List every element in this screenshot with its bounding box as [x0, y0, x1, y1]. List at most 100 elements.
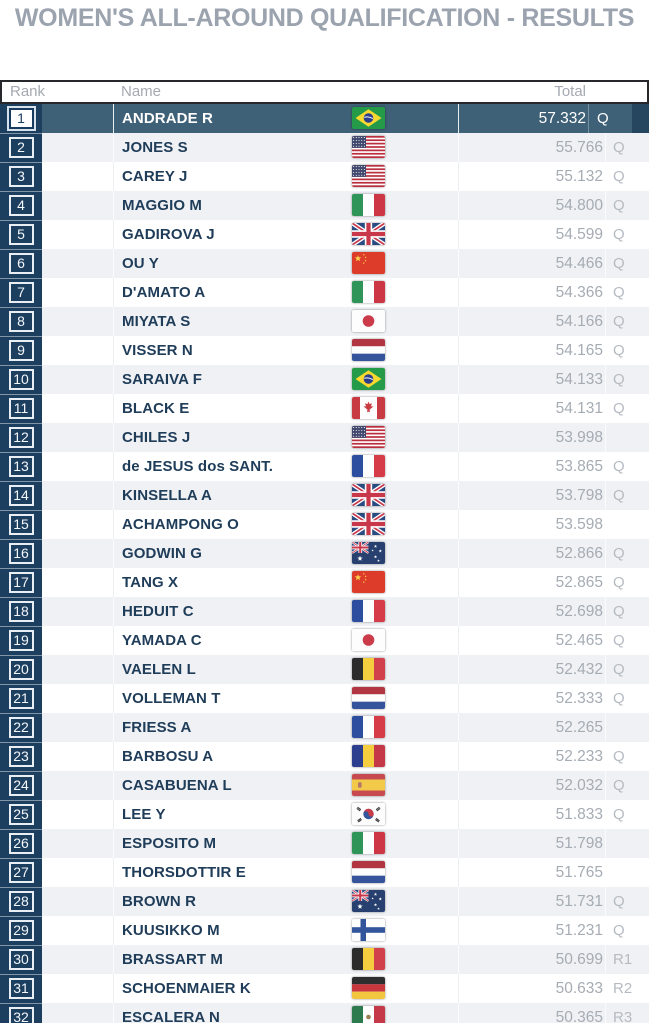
name-cell: KUUSIKKO M	[113, 916, 459, 945]
table-row-rank-18[interactable]: 18 HEDUIT C 52.698 Q	[0, 597, 649, 626]
name-cell: BLACK E	[113, 394, 459, 423]
table-row-rank-17[interactable]: 17 TANG X 52.865 Q	[0, 568, 649, 597]
total-cell: 55.132	[458, 162, 605, 191]
qualification-cell: Q	[605, 684, 649, 713]
total-score: 51.833	[555, 806, 603, 823]
name-cell: MAGGIO M	[113, 191, 459, 220]
table-row-rank-29[interactable]: 29 KUUSIKKO M 51.231 Q	[0, 916, 649, 945]
qualification-cell	[605, 510, 649, 539]
table-row-rank-22[interactable]: 22 FRIESS A 52.265	[0, 713, 649, 742]
rank-cell: 4	[0, 191, 42, 220]
total-cell: 57.332	[458, 104, 588, 133]
table-row-rank-19[interactable]: 19 YAMADA C 52.465 Q	[0, 626, 649, 655]
athlete-name: BLACK E	[122, 400, 190, 417]
table-row-rank-30[interactable]: 30 BRASSART M 50.699 R1	[0, 945, 649, 974]
name-cell: ANDRADE R	[113, 104, 459, 133]
total-cell: 53.998	[458, 423, 605, 452]
total-cell: 54.599	[458, 220, 605, 249]
total-cell: 51.231	[458, 916, 605, 945]
table-row-rank-5[interactable]: 5 GADIROVA J 54.599 Q	[0, 220, 649, 249]
total-score: 54.366	[555, 284, 603, 301]
table-row-rank-15[interactable]: 15 ACHAMPONG O 53.598	[0, 510, 649, 539]
athlete-name: JONES S	[122, 139, 188, 156]
name-cell: MIYATA S	[113, 307, 459, 336]
flag-icon-ned	[352, 687, 385, 709]
flag-icon-esp	[352, 774, 385, 796]
qualification-cell: Q	[605, 162, 649, 191]
table-row-rank-12[interactable]: 12 CHILES J 53.998	[0, 423, 649, 452]
total-score: 54.599	[555, 226, 603, 243]
athlete-name: CAREY J	[122, 168, 188, 185]
table-row-rank-32[interactable]: 32 ESCALERA N 50.365 R3	[0, 1003, 649, 1023]
rank-cell: 31	[0, 974, 42, 1003]
name-cell: CAREY J	[113, 162, 459, 191]
table-row-rank-10[interactable]: 10 SARAIVA F 54.133 Q	[0, 365, 649, 394]
rank-badge: 13	[8, 456, 34, 477]
qualification-cell: Q	[605, 771, 649, 800]
total-score: 52.865	[555, 574, 603, 591]
table-row-rank-24[interactable]: 24 CASABUENA L 52.032 Q	[0, 771, 649, 800]
table-row-rank-7[interactable]: 7 D'AMATO A 54.366 Q	[0, 278, 649, 307]
name-cell: GODWIN G	[113, 539, 459, 568]
table-row-rank-21[interactable]: 21 VOLLEMAN T 52.333 Q	[0, 684, 649, 713]
qualification-badge: Q	[613, 777, 625, 794]
athlete-name: D'AMATO A	[122, 284, 206, 301]
table-row-rank-8[interactable]: 8 MIYATA S 54.166 Q	[0, 307, 649, 336]
table-row-rank-9[interactable]: 9 VISSER N 54.165 Q	[0, 336, 649, 365]
total-cell: 55.766	[458, 133, 605, 162]
rank-badge: 1	[6, 106, 36, 131]
athlete-name: VAELEN L	[122, 661, 196, 678]
table-row-rank-25[interactable]: 25 LEE Y 51.833 Q	[0, 800, 649, 829]
rank-cell: 28	[0, 887, 42, 916]
rank-badge: 21	[8, 688, 34, 709]
table-row-rank-11[interactable]: 11 BLACK E 54.131 Q	[0, 394, 649, 423]
table-row-rank-6[interactable]: 6 OU Y 54.466 Q	[0, 249, 649, 278]
name-cell: TANG X	[113, 568, 459, 597]
total-score: 52.866	[555, 545, 603, 562]
rank-cell: 10	[0, 365, 42, 394]
table-row-rank-2[interactable]: 2 JONES S 55.766 Q	[0, 133, 649, 162]
athlete-name: FRIESS A	[122, 719, 192, 736]
rank-cell: 23	[0, 742, 42, 771]
table-row-rank-4[interactable]: 4 MAGGIO M 54.800 Q	[0, 191, 649, 220]
rank-cell: 24	[0, 771, 42, 800]
name-cell: FRIESS A	[113, 713, 459, 742]
qualification-badge: Q	[613, 603, 625, 620]
qualification-badge: Q	[613, 574, 625, 591]
table-row-rank-28[interactable]: 28 BROWN R 51.731 Q	[0, 887, 649, 916]
table-row-rank-23[interactable]: 23 BARBOSU A 52.233 Q	[0, 742, 649, 771]
qualification-badge: Q	[613, 690, 625, 707]
name-cell: OU Y	[113, 249, 459, 278]
rank-badge: 31	[8, 978, 34, 999]
rank-badge: 4	[8, 195, 34, 216]
table-row-rank-27[interactable]: 27 THORSDOTTIR E 51.765	[0, 858, 649, 887]
total-score: 51.798	[555, 835, 603, 852]
table-row-rank-1[interactable]: 1 ANDRADE R 57.332 Q	[0, 104, 649, 133]
athlete-name: BRASSART M	[122, 951, 223, 968]
table-row-rank-13[interactable]: 13 de JESUS dos SANT. 53.865 Q	[0, 452, 649, 481]
table-row-rank-26[interactable]: 26 ESPOSITO M 51.798	[0, 829, 649, 858]
rank-cell: 29	[0, 916, 42, 945]
qualification-badge: R3	[613, 1009, 633, 1023]
flag-icon-mex	[352, 1006, 385, 1023]
rank-badge: 19	[8, 630, 34, 651]
athlete-name: ESPOSITO M	[122, 835, 217, 852]
rank-badge: 2	[8, 137, 34, 158]
qualification-cell	[605, 829, 649, 858]
flag-icon-usa	[352, 136, 385, 158]
name-cell: BRASSART M	[113, 945, 459, 974]
table-row-rank-20[interactable]: 20 VAELEN L 52.432 Q	[0, 655, 649, 684]
qualification-cell: Q	[605, 655, 649, 684]
flag-icon-jpn	[352, 629, 385, 651]
total-score: 54.133	[555, 371, 603, 388]
total-cell: 54.800	[458, 191, 605, 220]
name-cell: GADIROVA J	[113, 220, 459, 249]
table-row-rank-31[interactable]: 31 SCHOENMAIER K 50.633 R2	[0, 974, 649, 1003]
table-row-rank-16[interactable]: 16 GODWIN G 52.866 Q	[0, 539, 649, 568]
table-row-rank-14[interactable]: 14 KINSELLA A 53.798 Q	[0, 481, 649, 510]
athlete-name: VOLLEMAN T	[122, 690, 221, 707]
qualification-cell: Q	[605, 133, 649, 162]
flag-icon-gbr	[352, 513, 385, 535]
rank-cell: 26	[0, 829, 42, 858]
table-row-rank-3[interactable]: 3 CAREY J 55.132 Q	[0, 162, 649, 191]
